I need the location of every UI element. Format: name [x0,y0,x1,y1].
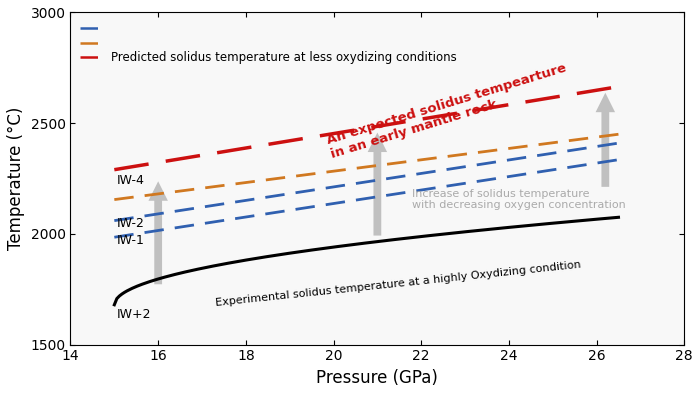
Text: Increase of solidus temperature
with decreasing oxygen concentration: Increase of solidus temperature with dec… [412,189,626,210]
X-axis label: Pressure (GPa): Pressure (GPa) [316,369,438,387]
Text: Experimental solidus temperature at a highly Oxydizing condition: Experimental solidus temperature at a hi… [215,260,582,308]
Legend: , , Predicted solidus temperature at less oxydizing conditions: , , Predicted solidus temperature at les… [76,19,460,68]
Text: IW-2: IW-2 [116,217,144,230]
Text: IW-1: IW-1 [116,234,144,247]
Text: IW+2: IW+2 [116,308,151,321]
Text: IW-4: IW-4 [116,174,144,187]
Text: An expected solidus tempearture
in an early mantle rock: An expected solidus tempearture in an ea… [325,61,572,161]
Y-axis label: Temperature (°C): Temperature (°C) [7,107,25,250]
